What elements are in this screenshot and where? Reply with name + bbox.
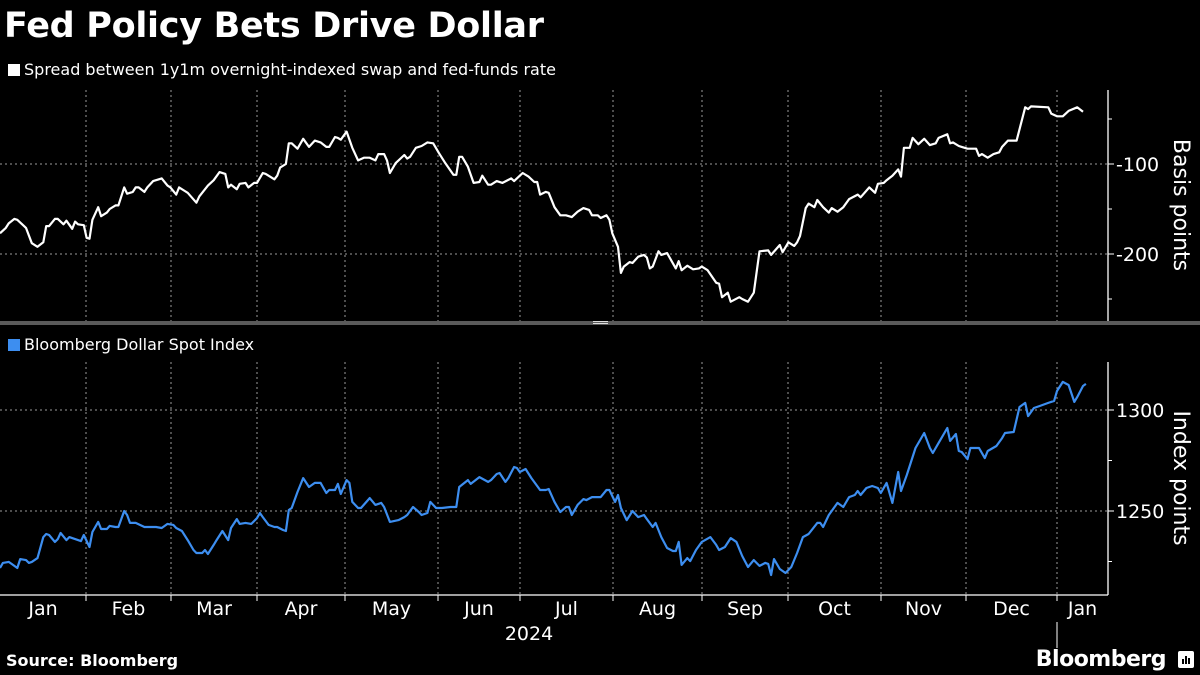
x-tick-label-mar: Mar [196, 598, 232, 620]
chart-title: Fed Policy Bets Drive Dollar [4, 6, 544, 46]
x-tick-label-feb: Feb [111, 598, 146, 620]
spread-line [0, 105, 1084, 303]
dollar-index-line [0, 380, 1087, 577]
top-ytick-neg200: -200 [1116, 244, 1159, 266]
x-tick-label-jan-2025: Jan [1067, 598, 1098, 620]
x-axis-year: 2024 [504, 623, 554, 645]
bloomberg-logo: Bloomberg [1035, 647, 1167, 672]
x-tick-label-nov: Nov [904, 598, 943, 620]
legend-bottom-label: Bloomberg Dollar Spot Index [24, 335, 255, 354]
legend-top: Spread between 1y1m overnight-indexed sw… [8, 60, 556, 80]
legend-bottom: Bloomberg Dollar Spot Index [8, 335, 254, 355]
top-ytick-neg100: -100 [1116, 154, 1159, 176]
x-tick-label-jun: Jun [464, 598, 494, 620]
x-tick-label-jul: Jul [555, 598, 578, 620]
x-tick-label-sep: Sep [727, 598, 763, 620]
top-y-axis-label: Basis points [1168, 139, 1193, 271]
bottom-ytick-1250: 1250 [1116, 501, 1164, 523]
y-ticks [1108, 118, 1114, 562]
gridlines [0, 90, 1108, 601]
x-tick-label-oct: Oct [818, 598, 851, 620]
x-tick-label-apr: Apr [284, 598, 318, 620]
legend-swatch-white [8, 64, 20, 76]
legend-swatch-blue [8, 339, 20, 351]
x-tick-label-jan: Jan [28, 598, 58, 620]
bloomberg-chart-icon [1178, 651, 1194, 668]
x-tick-label-aug: Aug [638, 598, 677, 620]
source-note: Source: Bloomberg [6, 651, 179, 670]
x-tick-label-may: May [371, 598, 412, 620]
bottom-y-axis-label: Index points [1168, 410, 1193, 545]
bottom-ytick-1300: 1300 [1116, 400, 1164, 422]
legend-top-label: Spread between 1y1m overnight-indexed sw… [24, 60, 556, 79]
x-tick-label-dec: Dec [993, 598, 1030, 620]
separator-drag-handle[interactable] [593, 320, 608, 326]
